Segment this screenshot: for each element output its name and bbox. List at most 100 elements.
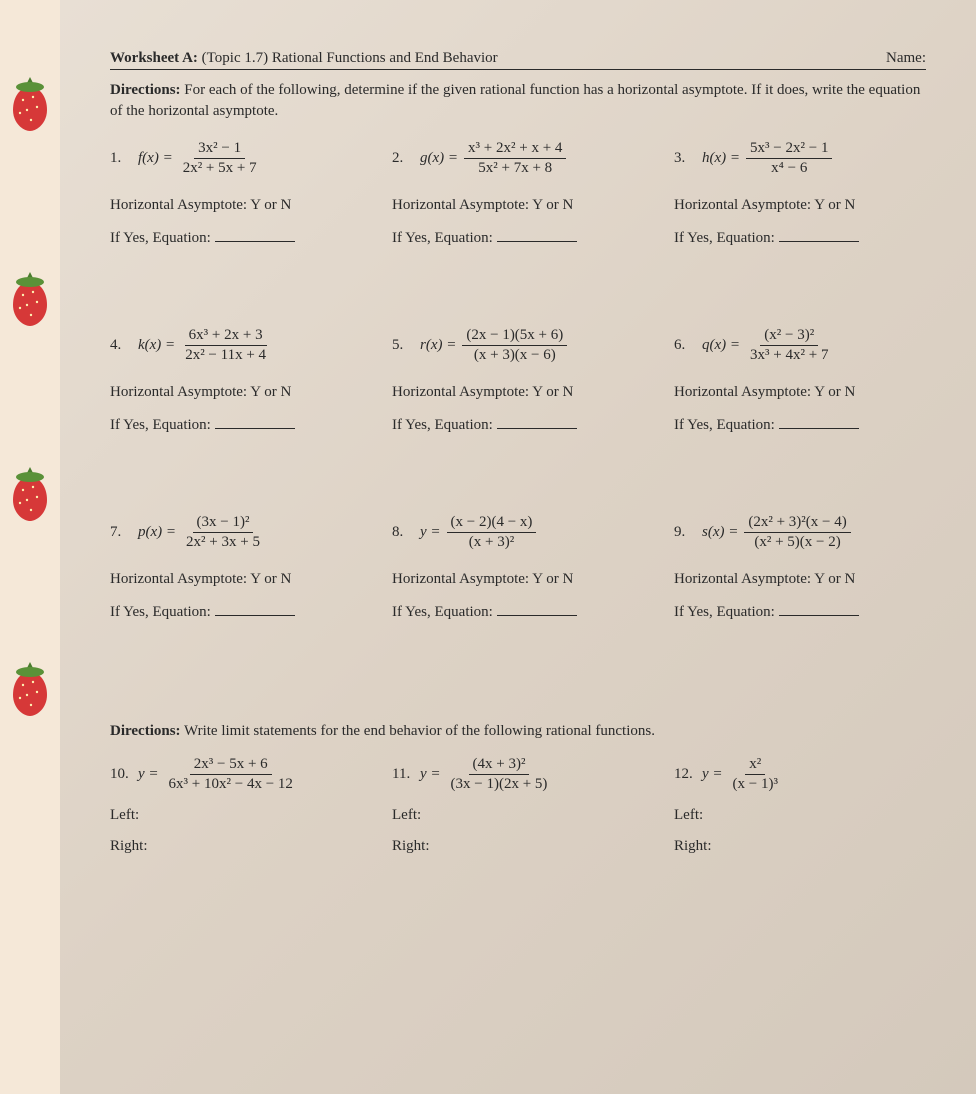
equation-prompt: If Yes, Equation: bbox=[392, 228, 644, 247]
denominator: 2x² − 11x + 4 bbox=[181, 346, 270, 364]
horizontal-asymptote-prompt: Horizontal Asymptote: Y or N bbox=[110, 197, 362, 214]
problem: 7. p(x) = (3x − 1)²2x² + 3x + 5 Horizontal … bbox=[110, 514, 362, 621]
function-expression: 6. q(x) = (x² − 3)²3x³ + 4x² + 7 bbox=[674, 327, 926, 364]
problem-number: 6. bbox=[674, 337, 696, 354]
function-lhs: p(x) = bbox=[138, 524, 176, 541]
answer-blank bbox=[779, 415, 859, 429]
answer-blank bbox=[497, 228, 577, 242]
horizontal-asymptote-prompt: Horizontal Asymptote: Y or N bbox=[110, 384, 362, 401]
problem: 4.k(x) =6x³ + 2x + 32x² − 11x + 4Horizon… bbox=[110, 327, 362, 434]
numerator: (x² − 3)² bbox=[760, 327, 818, 346]
equation-prompt: If Yes, Equation: bbox=[110, 228, 362, 247]
numerator: 3x² − 1 bbox=[194, 140, 245, 159]
fraction: (x² − 3)²3x³ + 4x² + 7 bbox=[746, 327, 832, 364]
denominator: 3x³ + 4x² + 7 bbox=[746, 346, 832, 364]
name-label: Name: bbox=[886, 50, 926, 67]
function-expression: 4.k(x) =6x³ + 2x + 32x² − 11x + 4 bbox=[110, 327, 362, 364]
horizontal-asymptote-prompt: Horizontal Asymptote: Y or N bbox=[674, 384, 926, 401]
denominator: (x² + 5)(x − 2) bbox=[750, 533, 844, 551]
equation-prompt: If Yes, Equation: bbox=[674, 415, 926, 434]
problem-number: 1. bbox=[110, 150, 132, 167]
denominator: (x + 3)² bbox=[465, 533, 518, 551]
fraction: x²(x − 1)³ bbox=[729, 756, 782, 793]
horizontal-asymptote-prompt: Horizontal Asymptote: Y or N bbox=[392, 197, 644, 214]
problem: 11.y =(4x + 3)²(3x − 1)(2x + 5)Left:Righ… bbox=[392, 756, 644, 869]
directions-1: Directions: For each of the following, d… bbox=[110, 80, 926, 122]
right-prompt: Right: bbox=[110, 838, 362, 855]
fraction: (2x − 1)(5x + 6)(x + 3)(x − 6) bbox=[462, 327, 567, 364]
directions-label: Directions: bbox=[110, 82, 181, 98]
equation-prompt: If Yes, Equation: bbox=[110, 415, 362, 434]
horizontal-asymptote-prompt: Horizontal Asymptote: Y or N bbox=[392, 384, 644, 401]
function-expression: 10.y =2x³ − 5x + 66x³ + 10x² − 4x − 12 bbox=[110, 756, 362, 793]
denominator: 5x² + 7x + 8 bbox=[474, 159, 556, 177]
problem-number: 7. bbox=[110, 524, 132, 541]
answer-blank bbox=[779, 228, 859, 242]
problem: 2.g(x) =x³ + 2x² + x + 45x² + 7x + 8Hori… bbox=[392, 140, 644, 247]
horizontal-asymptote-prompt: Horizontal Asymptote: Y or N bbox=[392, 571, 644, 588]
problem-number: 5. bbox=[392, 337, 414, 354]
directions-2: Directions: Write limit statements for t… bbox=[110, 721, 926, 742]
numerator: (4x + 3)² bbox=[469, 756, 530, 775]
directions-text-2: Write limit statements for the end behav… bbox=[181, 723, 655, 739]
function-lhs: y = bbox=[420, 524, 441, 541]
numerator: (x − 2)(4 − x) bbox=[447, 514, 537, 533]
numerator: 5x³ − 2x² − 1 bbox=[746, 140, 832, 159]
problem: 6. q(x) = (x² − 3)²3x³ + 4x² + 7 Horizontal… bbox=[674, 327, 926, 434]
numerator: (2x − 1)(5x + 6) bbox=[462, 327, 567, 346]
left-prompt: Left: bbox=[674, 807, 926, 824]
worksheet-label: Worksheet A: bbox=[110, 50, 198, 66]
denominator: (3x − 1)(2x + 5) bbox=[447, 775, 552, 793]
problems-grid-2: 10.y =2x³ − 5x + 66x³ + 10x² − 4x − 12Le… bbox=[110, 756, 926, 869]
denominator: x⁴ − 6 bbox=[767, 159, 811, 177]
denominator: 2x² + 5x + 7 bbox=[179, 159, 261, 177]
directions-text: For each of the following, determine if … bbox=[110, 82, 920, 119]
fraction: x³ + 2x² + x + 45x² + 7x + 8 bbox=[464, 140, 566, 177]
function-lhs: y = bbox=[420, 766, 441, 783]
fraction: 2x³ − 5x + 66x³ + 10x² − 4x − 12 bbox=[165, 756, 297, 793]
worksheet-topic: (Topic 1.7) Rational Functions and End B… bbox=[202, 50, 498, 66]
problem: 5. r(x) = (2x − 1)(5x + 6)(x + 3)(x − 6) Ho… bbox=[392, 327, 644, 434]
function-expression: 7. p(x) = (3x − 1)²2x² + 3x + 5 bbox=[110, 514, 362, 551]
fraction: (x − 2)(4 − x)(x + 3)² bbox=[447, 514, 537, 551]
equation-prompt: If Yes, Equation: bbox=[674, 602, 926, 621]
fraction: 3x² − 12x² + 5x + 7 bbox=[179, 140, 261, 177]
problems-grid-1: 1. f(x) = 3x² − 12x² + 5x + 7 Horizontal As… bbox=[110, 140, 926, 621]
function-expression: 1. f(x) = 3x² − 12x² + 5x + 7 bbox=[110, 140, 362, 177]
fraction: (3x − 1)²2x² + 3x + 5 bbox=[182, 514, 264, 551]
numerator: 6x³ + 2x + 3 bbox=[185, 327, 267, 346]
worksheet-page: Worksheet A: (Topic 1.7) Rational Functi… bbox=[60, 0, 976, 1094]
function-lhs: s(x) = bbox=[702, 524, 738, 541]
function-expression: 5. r(x) = (2x − 1)(5x + 6)(x + 3)(x − 6) bbox=[392, 327, 644, 364]
numerator: (3x − 1)² bbox=[193, 514, 254, 533]
problem: 9.s(x) =(2x² + 3)²(x − 4)(x² + 5)(x − 2)… bbox=[674, 514, 926, 621]
function-lhs: k(x) = bbox=[138, 337, 175, 354]
horizontal-asymptote-prompt: Horizontal Asymptote: Y or N bbox=[674, 571, 926, 588]
function-lhs: r(x) = bbox=[420, 337, 456, 354]
function-lhs: f(x) = bbox=[138, 150, 173, 167]
strawberry-icon bbox=[5, 75, 55, 135]
answer-blank bbox=[497, 602, 577, 616]
numerator: x² bbox=[745, 756, 765, 775]
equation-prompt: If Yes, Equation: bbox=[110, 602, 362, 621]
problem: 12.y =x²(x − 1)³ Left: Right: bbox=[674, 756, 926, 869]
problem-number: 10. bbox=[110, 766, 132, 783]
denominator: (x + 3)(x − 6) bbox=[470, 346, 560, 364]
horizontal-asymptote-prompt: Horizontal Asymptote: Y or N bbox=[110, 571, 362, 588]
left-prompt: Left: bbox=[392, 807, 644, 824]
problem-number: 9. bbox=[674, 524, 696, 541]
denominator: (x − 1)³ bbox=[729, 775, 782, 793]
function-expression: 9.s(x) =(2x² + 3)²(x − 4)(x² + 5)(x − 2) bbox=[674, 514, 926, 551]
function-expression: 12.y =x²(x − 1)³ bbox=[674, 756, 926, 793]
function-lhs: q(x) = bbox=[702, 337, 740, 354]
strawberry-icon bbox=[5, 465, 55, 525]
right-prompt: Right: bbox=[674, 838, 926, 855]
fraction: 6x³ + 2x + 32x² − 11x + 4 bbox=[181, 327, 270, 364]
problem: 3.h(x) =5x³ − 2x² − 1x⁴ − 6Horizontal As… bbox=[674, 140, 926, 247]
answer-blank bbox=[497, 415, 577, 429]
denominator: 2x² + 3x + 5 bbox=[182, 533, 264, 551]
fraction: (4x + 3)²(3x − 1)(2x + 5) bbox=[447, 756, 552, 793]
problem-number: 3. bbox=[674, 150, 696, 167]
function-expression: 3.h(x) =5x³ − 2x² − 1x⁴ − 6 bbox=[674, 140, 926, 177]
problem: 1. f(x) = 3x² − 12x² + 5x + 7 Horizontal As… bbox=[110, 140, 362, 247]
